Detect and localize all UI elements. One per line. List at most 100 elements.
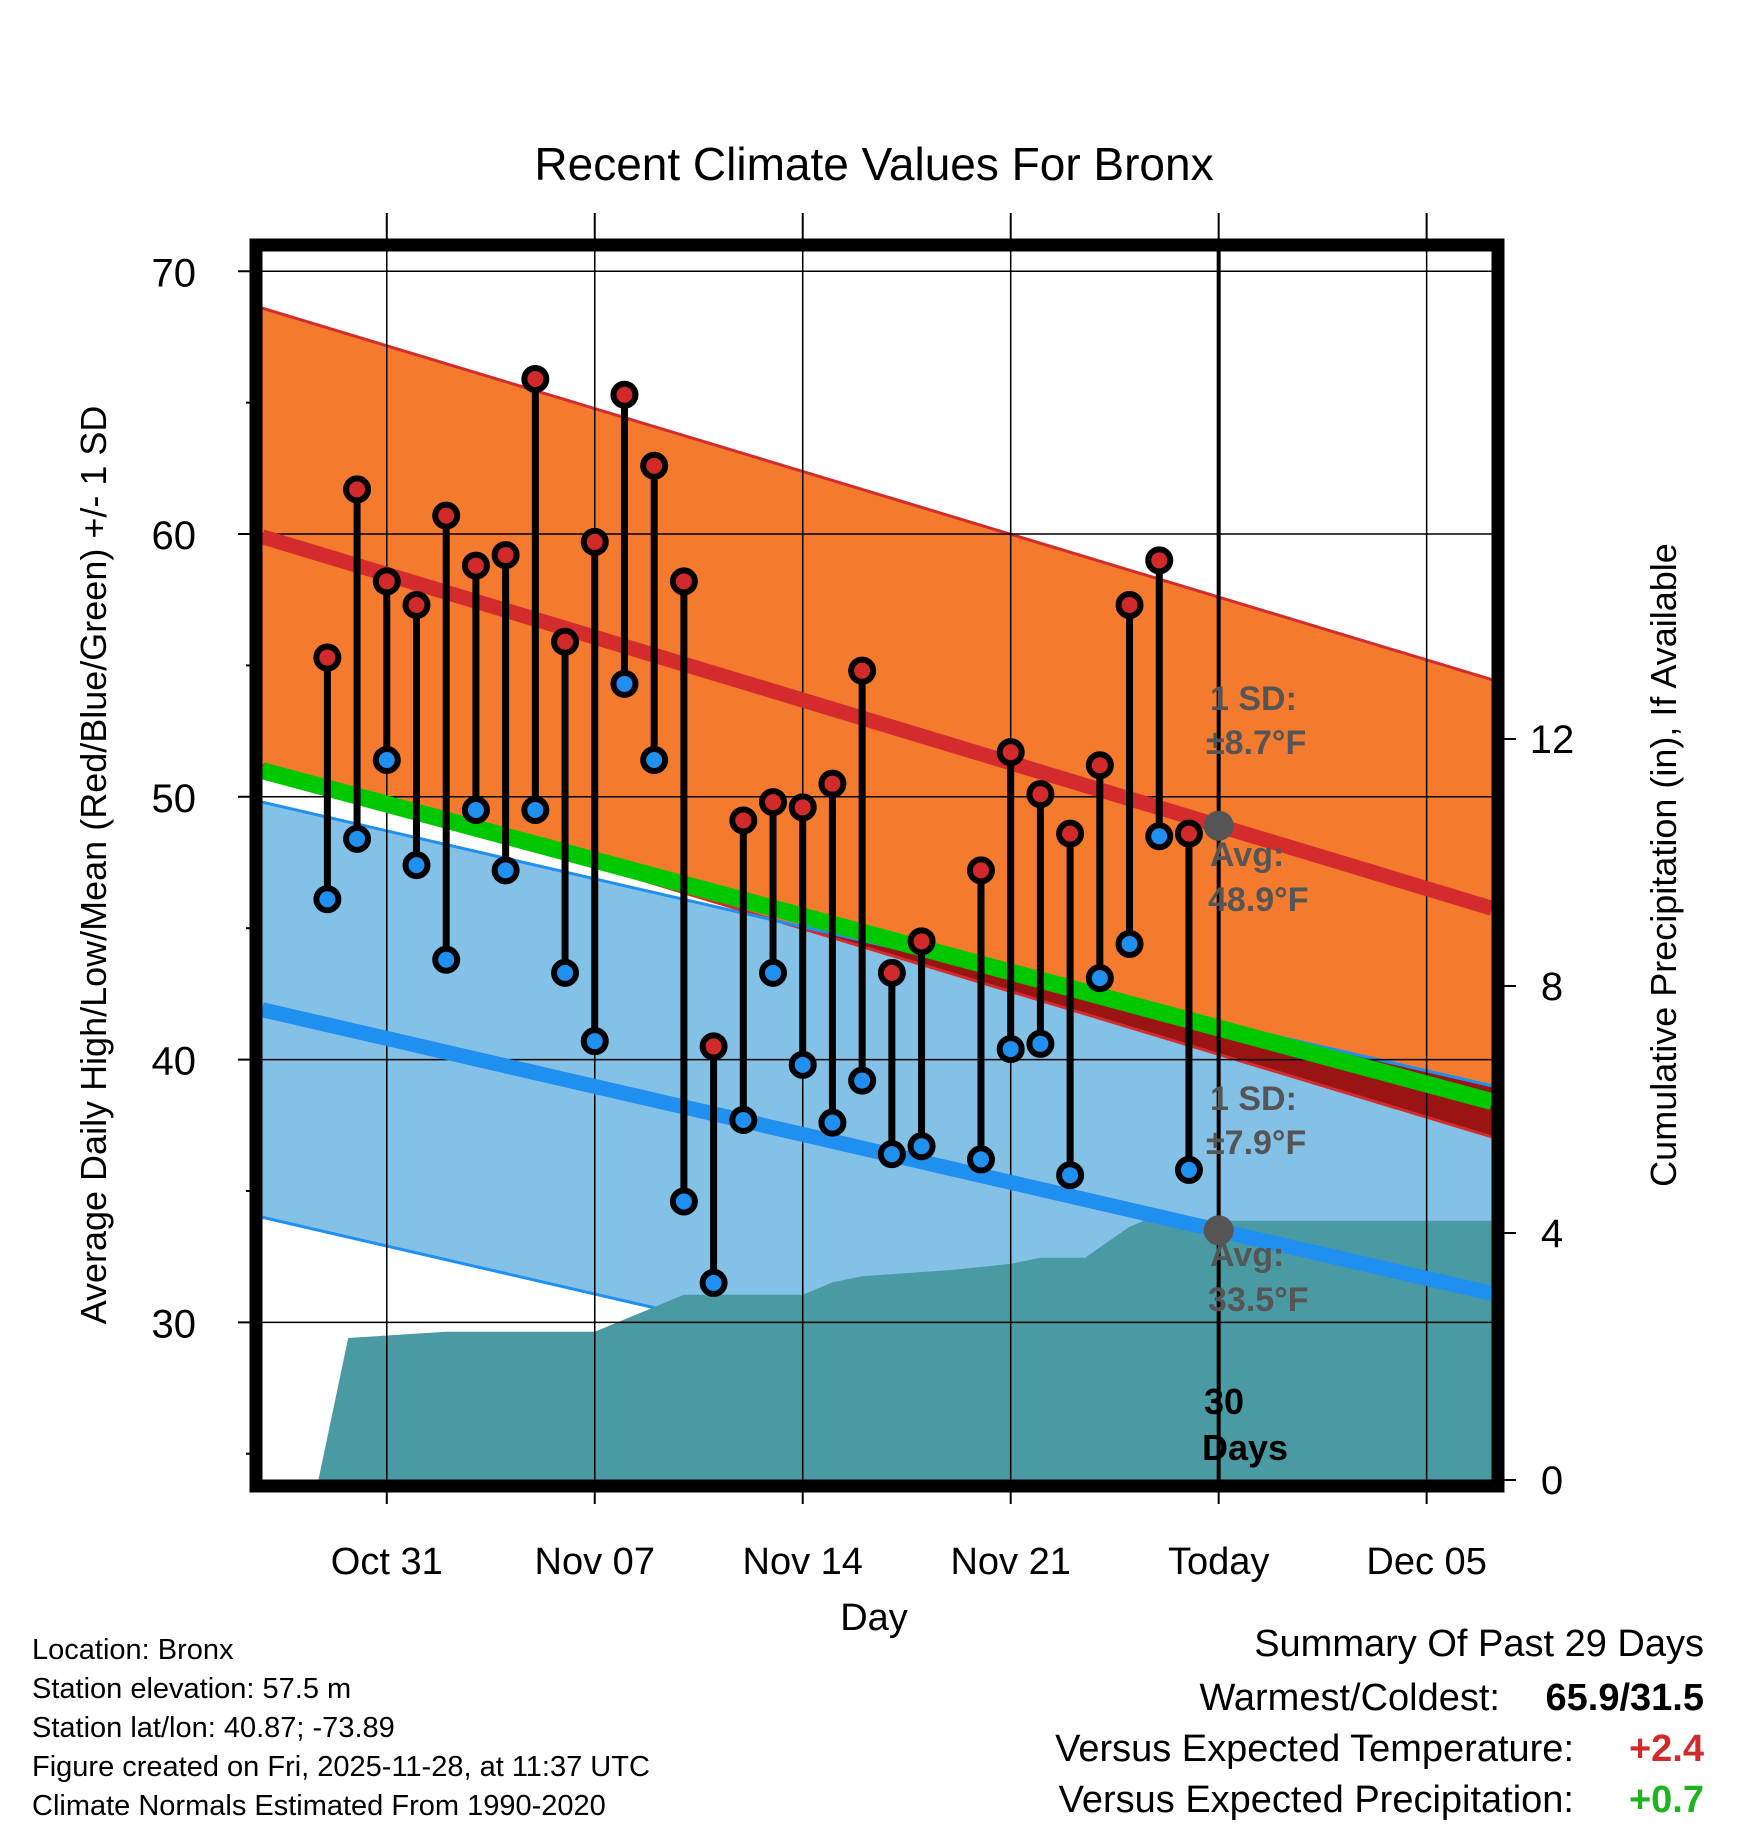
daily-low-point	[996, 1035, 1025, 1064]
daily-high-point	[1174, 819, 1203, 848]
x-tick-label: Nov 07	[535, 1541, 655, 1583]
daily-low-point	[1085, 964, 1114, 993]
x-tick-label: Dec 05	[1366, 1541, 1486, 1583]
axes: 30 40 50 60 70 0 4 8 12 Oct 31 Nov 07 Nov 14 Nov 21 T…	[152, 213, 1575, 1583]
daily-low-point	[1145, 822, 1174, 851]
y-tick-label-left: 70	[152, 251, 197, 295]
plot-area	[262, 245, 1492, 1480]
low-avg-value: 33.5°F	[1208, 1281, 1309, 1319]
daily-low-point	[461, 795, 490, 824]
summary-title: Summary Of Past 29 Days	[1254, 1623, 1704, 1665]
daily-low-point	[343, 824, 372, 853]
chart-title: Recent Climate Values For Bronx	[534, 138, 1213, 190]
high-sd-label: 1 SD:	[1210, 680, 1297, 718]
y-tick-label-left: 40	[152, 1040, 197, 1084]
daily-high-point	[461, 551, 490, 580]
daily-low-point	[1026, 1029, 1055, 1058]
daily-low-point	[402, 851, 431, 880]
x-tick-label: Oct 31	[331, 1541, 443, 1583]
daily-high-point	[402, 590, 431, 619]
daily-high-point	[640, 451, 669, 480]
daily-low-point	[610, 669, 639, 698]
daily-high-point	[521, 365, 550, 394]
y-tick-label-right: 4	[1541, 1212, 1563, 1256]
daily-high-point	[699, 1032, 728, 1061]
daily-high-point	[551, 627, 580, 656]
daily-high-point	[610, 380, 639, 409]
daily-high-point	[372, 567, 401, 596]
precipitation-area	[318, 1220, 1492, 1480]
info-elevation: Station elevation: 57.5 m	[32, 1673, 351, 1705]
info-created: Figure created on Fri, 2025-11-28, at 11…	[32, 1751, 650, 1783]
high-sd-value: ±8.7°F	[1206, 724, 1306, 762]
daily-low-point	[1056, 1161, 1085, 1190]
daily-low-point	[1115, 929, 1144, 958]
daily-low-point	[877, 1140, 906, 1169]
daily-high-point	[818, 769, 847, 798]
high-avg-value: 48.9°F	[1208, 881, 1309, 919]
station-info: Location: Bronx Station elevation: 57.5 …	[32, 1634, 650, 1822]
daily-low-point	[669, 1187, 698, 1216]
x-tick-label: Nov 21	[950, 1541, 1070, 1583]
summary-warm-cold-label: Warmest/Coldest:	[1199, 1677, 1500, 1719]
daily-low-point	[818, 1108, 847, 1137]
days-count-value: 30	[1204, 1381, 1244, 1422]
daily-low-point	[966, 1145, 995, 1174]
summary-warm-cold-value: 65.9/31.5	[1546, 1677, 1704, 1719]
daily-high-point	[313, 643, 342, 672]
info-latlon: Station lat/lon: 40.87; -73.89	[32, 1712, 395, 1744]
daily-high-point	[729, 806, 758, 835]
daily-high-point	[966, 856, 995, 885]
x-tick-label: Today	[1168, 1541, 1269, 1583]
daily-low-point	[432, 945, 461, 974]
y-tick-label-right: 8	[1541, 965, 1563, 1009]
summary-precip-value: +0.7	[1629, 1779, 1704, 1821]
daily-high-point	[669, 567, 698, 596]
low-avg-label: Avg:	[1210, 1236, 1284, 1274]
normal-low-today-point	[1203, 1215, 1234, 1246]
normal-mean-line	[262, 762, 1492, 1110]
daily-high-point	[1056, 819, 1085, 848]
daily-low-point	[580, 1027, 609, 1056]
y-axis-label-left: Average Daily High/Low/Mean (Red/Blue/Gr…	[73, 406, 114, 1325]
daily-low-point	[759, 958, 788, 987]
daily-low-point	[521, 795, 550, 824]
daily-low-point	[313, 885, 342, 914]
daily-high-point	[759, 788, 788, 817]
plot-frame	[249, 238, 1505, 1493]
x-axis-label: Day	[840, 1597, 908, 1639]
daily-low-point	[729, 1106, 758, 1135]
days-count-label: Days	[1202, 1427, 1288, 1468]
daily-high-point	[907, 927, 936, 956]
info-normals: Climate Normals Estimated From 1990-2020	[32, 1790, 606, 1822]
low-sd-value: ±7.9°F	[1206, 1124, 1306, 1162]
y-tick-label-right: 12	[1530, 718, 1575, 762]
y-tick-label-left: 50	[152, 777, 197, 821]
daily-low-point	[640, 746, 669, 775]
daily-high-point	[1085, 751, 1114, 780]
daily-high-point	[848, 656, 877, 685]
daily-high-point	[1026, 780, 1055, 809]
daily-observations	[313, 365, 1203, 1297]
info-location: Location: Bronx	[32, 1634, 234, 1666]
daily-high-point	[432, 501, 461, 530]
daily-low-point	[699, 1268, 728, 1297]
high-avg-label: Avg:	[1210, 836, 1284, 874]
daily-low-point	[788, 1050, 817, 1079]
normal-low-line	[262, 1002, 1492, 1301]
daily-low-point	[907, 1132, 936, 1161]
daily-low-point	[551, 958, 580, 987]
y-tick-label-left: 30	[152, 1302, 197, 1346]
daily-high-point	[491, 541, 520, 570]
high-band-upper-edge	[262, 306, 1492, 682]
daily-low-point	[491, 856, 520, 885]
annotations: 1 SD: ±8.7°F Avg: 48.9°F 1 SD: ±7.9°F Av…	[1202, 680, 1309, 1468]
summary-precip-label: Versus Expected Precipitation:	[1059, 1779, 1574, 1821]
y-tick-label-left: 60	[152, 514, 197, 558]
daily-low-point	[1174, 1155, 1203, 1184]
daily-high-point	[343, 475, 372, 504]
summary-panel: Summary Of Past 29 Days Warmest/Coldest:…	[1055, 1623, 1704, 1821]
low-sd-label: 1 SD:	[1210, 1080, 1297, 1118]
daily-high-point	[877, 958, 906, 987]
